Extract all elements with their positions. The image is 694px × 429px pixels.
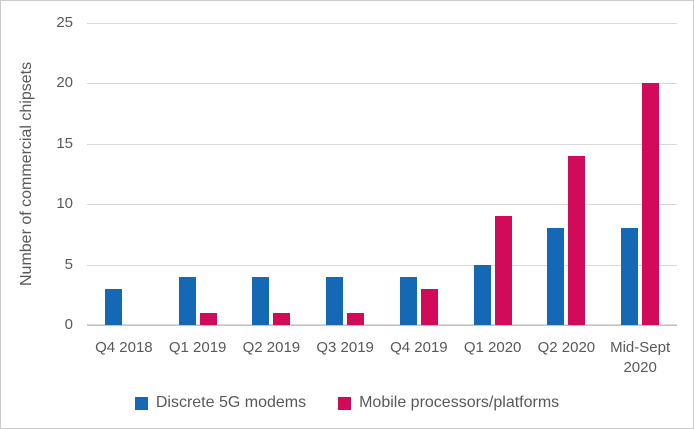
x-axis-line <box>87 324 677 326</box>
bar-mobile-processors-platforms <box>273 312 291 325</box>
x-tick-label: Q1 2020 <box>463 339 522 356</box>
bar-group <box>456 23 530 325</box>
x-tick-label: Q4 2019 <box>390 339 448 356</box>
bar-group <box>308 23 382 325</box>
y-tick-label: 25 <box>56 14 73 31</box>
legend-item: Discrete 5G modems <box>134 394 307 412</box>
gridline <box>87 23 677 24</box>
x-tick-label: Q2 2019 <box>242 339 301 356</box>
gridline <box>87 143 677 145</box>
bar-mobile-processors-platforms <box>420 288 438 325</box>
bar-discrete-5g-modems <box>473 264 491 325</box>
gridline <box>87 83 677 85</box>
bar-groups <box>87 23 677 325</box>
bar-discrete-5g-modems <box>252 276 270 325</box>
y-axis-title: Number of commercial chipsets <box>18 61 35 287</box>
x-tick-label: Q4 2018 <box>95 339 153 356</box>
bar-mobile-processors-platforms <box>199 312 217 325</box>
bar-mobile-processors-platforms <box>494 216 512 325</box>
legend-item: Mobile processors/platforms <box>338 394 559 412</box>
x-tick-label: Q3 2019 <box>316 339 374 356</box>
y-tick-label: 0 <box>64 316 73 333</box>
bar-group <box>87 23 161 325</box>
bar-mobile-processors-platforms <box>642 83 660 325</box>
bar-mobile-processors-platforms <box>568 155 586 325</box>
x-tick-label: Q1 2019 <box>168 339 227 356</box>
y-tick-label: 15 <box>56 134 73 152</box>
bar-discrete-5g-modems <box>326 276 344 325</box>
y-tick-label: 5 <box>64 255 73 273</box>
bar-mobile-processors-platforms <box>347 312 365 325</box>
bar-discrete-5g-modems <box>104 288 122 325</box>
bar-discrete-5g-modems <box>621 228 639 325</box>
bar-group <box>161 23 235 325</box>
bar-group <box>382 23 456 325</box>
legend: Discrete 5G modems Mobile processors/plat… <box>1 394 693 412</box>
bar-discrete-5g-modems <box>399 276 417 325</box>
bar-group <box>530 23 604 325</box>
legend-label: Mobile processors/platforms <box>359 394 560 411</box>
y-tick-label: 20 <box>56 74 73 92</box>
x-axis-labels: Q4 2018 Q1 2019 Q2 2019 Q3 2019 Q4 2019 Q1 20… <box>87 338 677 378</box>
gridline <box>87 204 677 206</box>
legend-swatch-mobile-processors-platforms <box>338 396 352 410</box>
bar-discrete-5g-modems <box>547 228 565 325</box>
bar-group <box>235 23 309 325</box>
gridline <box>87 264 677 266</box>
legend-swatch-discrete-5g-modems <box>134 396 148 410</box>
y-tick-label: 10 <box>56 195 73 213</box>
x-tick-label: Q2 2020 <box>537 339 596 356</box>
legend-label: Discrete 5G modems <box>155 394 307 411</box>
x-tick-label: Mid-Sept 2020 <box>610 339 671 376</box>
bar-group <box>603 23 677 325</box>
plot-area <box>87 23 677 326</box>
bar-discrete-5g-modems <box>178 276 196 325</box>
